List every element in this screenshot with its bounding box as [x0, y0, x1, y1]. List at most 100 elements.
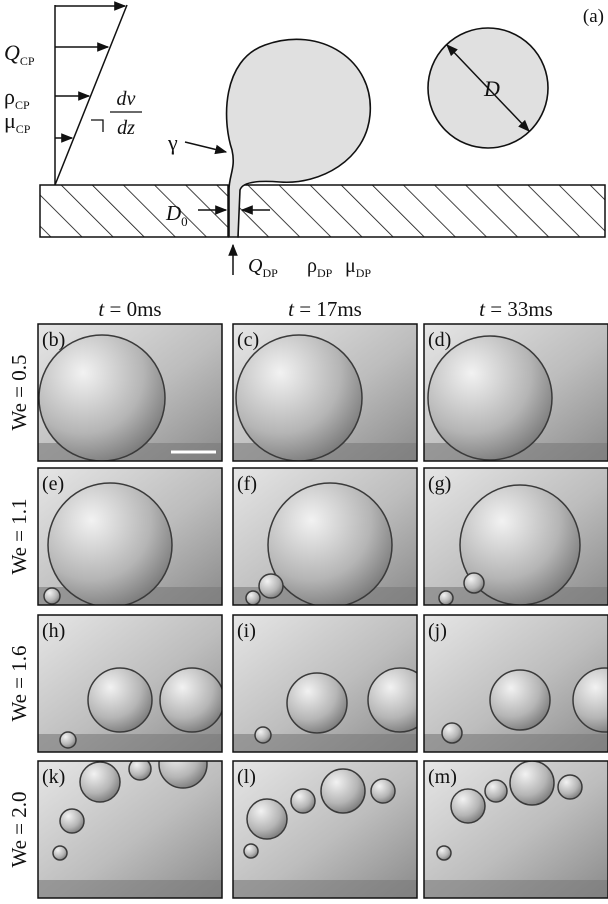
droplet	[370, 778, 396, 804]
droplet	[427, 335, 553, 461]
photo-panel	[424, 615, 608, 752]
orifice-label: D0	[165, 201, 188, 229]
photo-panel	[233, 468, 417, 605]
photo-frame	[423, 323, 608, 462]
droplet	[43, 587, 61, 605]
symbol: Q	[248, 255, 263, 277]
symbol-label: μCP	[4, 108, 31, 136]
photo-frame	[37, 323, 223, 462]
symbol-label: μDP	[345, 255, 371, 280]
photo-frame	[37, 467, 223, 606]
photo-floor	[424, 734, 608, 752]
photo-panel	[424, 324, 608, 461]
droplet	[489, 669, 551, 731]
time-value: = 0ms	[104, 297, 161, 321]
panel-label: (c)	[237, 329, 259, 351]
droplet	[159, 667, 222, 733]
panel-label: (l)	[237, 766, 256, 788]
dispersed-phase-labels: QDP ρDP μDP	[248, 255, 371, 280]
row-label: We = 1.6	[7, 645, 31, 721]
photo-frame	[232, 760, 418, 899]
droplet	[267, 482, 393, 605]
panel-label: (m)	[428, 766, 457, 788]
photo-panel	[233, 761, 417, 898]
droplet	[450, 788, 486, 824]
droplet	[436, 845, 452, 861]
droplet	[258, 573, 284, 599]
droplet	[47, 482, 173, 605]
subscript: CP	[20, 54, 35, 68]
photo-panel	[38, 761, 222, 898]
symbol: ρ	[307, 255, 317, 277]
symbol-label: ρCP	[4, 84, 30, 112]
subscript: DP	[262, 266, 278, 280]
photo-frame	[423, 614, 608, 753]
panel-label: (j)	[428, 620, 447, 642]
panel-label: (k)	[42, 766, 65, 788]
photo-panel	[38, 324, 222, 461]
panel-label: (g)	[428, 473, 451, 495]
droplet	[52, 845, 68, 861]
droplet	[59, 808, 85, 834]
column-header: t = 17ms	[288, 297, 362, 321]
droplet	[484, 779, 508, 803]
symbol-label: QCP	[4, 40, 35, 68]
photo-floor	[233, 880, 417, 898]
symbol: μ	[4, 108, 16, 133]
symbol: μ	[345, 255, 356, 277]
droplet	[128, 761, 152, 781]
panel-label: (h)	[42, 620, 65, 642]
time-symbol: t	[479, 297, 486, 321]
subscript: 0	[181, 214, 188, 229]
time-symbol: t	[98, 297, 105, 321]
droplet	[320, 768, 366, 814]
photo-panel	[233, 324, 417, 461]
photo-frame	[232, 467, 418, 606]
row-label: We = 1.1	[7, 498, 31, 574]
symbol-label: ρDP	[307, 255, 333, 280]
time-value: = 17ms	[294, 297, 362, 321]
droplet	[246, 798, 288, 840]
photo-panel	[424, 761, 608, 898]
panel-label: (b)	[42, 329, 65, 351]
schematic	[39, 1, 606, 275]
photo-frame	[232, 323, 418, 462]
droplet	[557, 774, 583, 800]
droplet	[38, 334, 166, 461]
droplet	[290, 788, 316, 814]
shear-numerator: dv	[117, 88, 136, 110]
photo-frame	[37, 614, 223, 753]
shear-denominator: dz	[117, 117, 135, 139]
photo-floor	[38, 880, 222, 898]
time-value: = 33ms	[485, 297, 553, 321]
photo-panel	[233, 615, 417, 752]
droplet	[158, 761, 208, 789]
symbol: D	[165, 201, 181, 225]
subscript: CP	[15, 98, 30, 112]
figure-label: (a)	[583, 6, 604, 27]
droplet	[367, 667, 417, 733]
time-symbol: t	[288, 297, 295, 321]
panel-label: (d)	[428, 329, 451, 351]
photo-frame	[423, 760, 608, 899]
droplet	[243, 843, 259, 859]
photo-frame	[37, 760, 223, 899]
photo-floor	[424, 880, 608, 898]
subscript: DP	[317, 266, 333, 280]
droplet	[572, 667, 608, 733]
droplet	[286, 672, 348, 734]
symbol: ρ	[4, 84, 15, 109]
droplet	[459, 484, 581, 605]
photo-panel	[38, 615, 222, 752]
shear-rate: dv dz	[110, 88, 142, 139]
column-header: t = 0ms	[98, 297, 161, 321]
symbol: Q	[4, 40, 20, 65]
row-label: We = 2.0	[7, 791, 31, 867]
droplet	[509, 761, 555, 806]
photo-frame	[232, 614, 418, 753]
droplet	[59, 731, 77, 749]
droplet	[441, 722, 463, 744]
